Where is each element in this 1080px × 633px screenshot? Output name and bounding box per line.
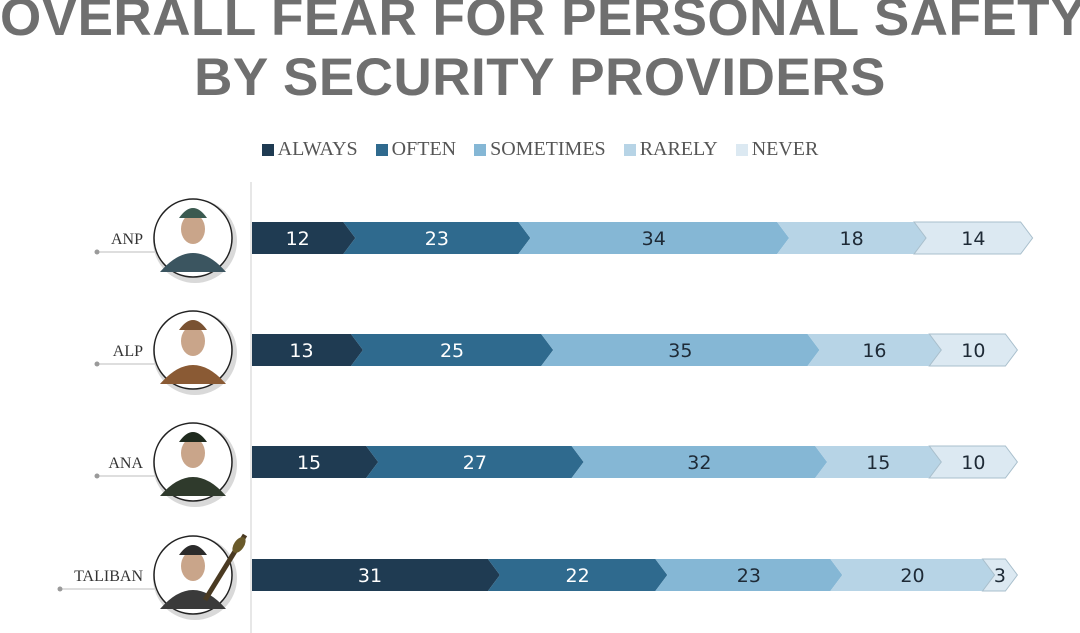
data-label-alp-often: 25 [440,340,464,362]
avatar-cap [179,432,207,442]
bar-segment-ana-rarely [815,446,942,478]
legend-swatch [261,143,274,156]
legend-label: RARELY [639,138,718,160]
avatar-alp [153,310,237,395]
data-label-taliban-rarely: 20 [900,565,924,587]
avatar-anp [153,198,237,283]
category-label-anp: ANP [111,231,143,248]
avatar-face [181,438,205,468]
category-leader-dot [94,249,100,255]
bar-segment-alp-sometimes [541,334,820,366]
data-label-ana-rarely: 15 [866,452,890,474]
category-leader-dot [94,361,100,367]
avatar-face [181,551,205,581]
legend-label: OFTEN [391,138,457,160]
bar-segment-ana-always [252,446,379,478]
avatar-body [160,477,226,496]
data-label-anp-sometimes: 34 [642,228,666,250]
data-label-anp-never: 14 [961,228,985,250]
category-label-taliban: TALIBAN [74,568,143,585]
data-label-alp-sometimes: 35 [668,340,692,362]
bar-segment-anp-never [913,221,1034,255]
bar-segment-alp-rarely [807,334,942,366]
bar-segment-anp-often [343,222,531,254]
legend-label: NEVER [751,138,819,160]
bar-segment-taliban-rarely [830,559,995,591]
bar-segment-taliban-always [252,559,500,591]
category-label-ana: ANA [108,455,143,472]
data-label-taliban-sometimes: 23 [737,565,761,587]
avatar-cap [179,545,207,555]
data-label-anp-rarely: 18 [839,228,863,250]
legend-item-always: ALWAYS [261,138,358,161]
data-label-alp-rarely: 16 [862,340,886,362]
data-label-alp-never: 10 [961,340,985,362]
avatar-rpg-warhead [232,537,246,553]
category-leader-dot [94,473,100,479]
bar-segment-ana-sometimes [571,446,828,478]
legend-label: ALWAYS [277,138,358,160]
data-label-ana-always: 15 [297,452,321,474]
bar-segment-taliban-never [981,558,1019,592]
legend-label: SOMETIMES [490,138,606,160]
avatar-cap [179,320,207,330]
bar-segment-alp-never [928,333,1019,367]
bar-segment-alp-often [350,334,554,366]
bar-segment-anp-always [252,222,356,254]
data-label-alp-always: 13 [289,340,313,362]
avatar-face [181,326,205,356]
chart-legend: ALWAYS OFTEN SOMETIMES RARELY NEVER [0,138,1080,161]
category-label-alp: ALP [113,343,143,360]
data-label-anp-always: 12 [286,228,310,250]
bar-segment-anp-rarely [777,222,927,254]
bar-segment-taliban-sometimes [655,559,843,591]
chart-title-line-1: OVERALL FEAR FOR PERSONAL SAFETY, [0,0,1080,47]
bar-segment-taliban-often [487,559,668,591]
legend-swatch [375,143,388,156]
legend-item-sometimes: SOMETIMES [474,138,606,161]
legend-swatch [735,143,748,156]
data-label-ana-often: 27 [463,452,487,474]
data-label-anp-often: 23 [425,228,449,250]
avatar-taliban [153,533,248,620]
avatar-cap [179,208,207,218]
legend-item-often: OFTEN [375,138,457,161]
legend-item-never: NEVER [735,138,819,161]
data-label-ana-sometimes: 32 [687,452,711,474]
legend-swatch [474,143,487,156]
bar-segment-alp-always [252,334,363,366]
data-label-taliban-often: 22 [566,565,590,587]
avatar-ana [153,422,237,507]
avatar-body [160,365,226,384]
bar-segment-ana-never [928,445,1019,479]
legend-item-rarely: RARELY [623,138,718,161]
avatar-body [160,253,226,272]
avatar-face [181,214,205,244]
data-label-taliban-always: 31 [358,565,382,587]
chart-title-line-2: BY SECURITY PROVIDERS [194,48,886,107]
data-label-taliban-never: 3 [994,565,1006,587]
bar-segment-anp-sometimes [518,222,790,254]
bar-segment-ana-often [366,446,584,478]
category-leader-dot [57,586,63,592]
data-label-ana-never: 10 [961,452,985,474]
legend-swatch [623,143,636,156]
